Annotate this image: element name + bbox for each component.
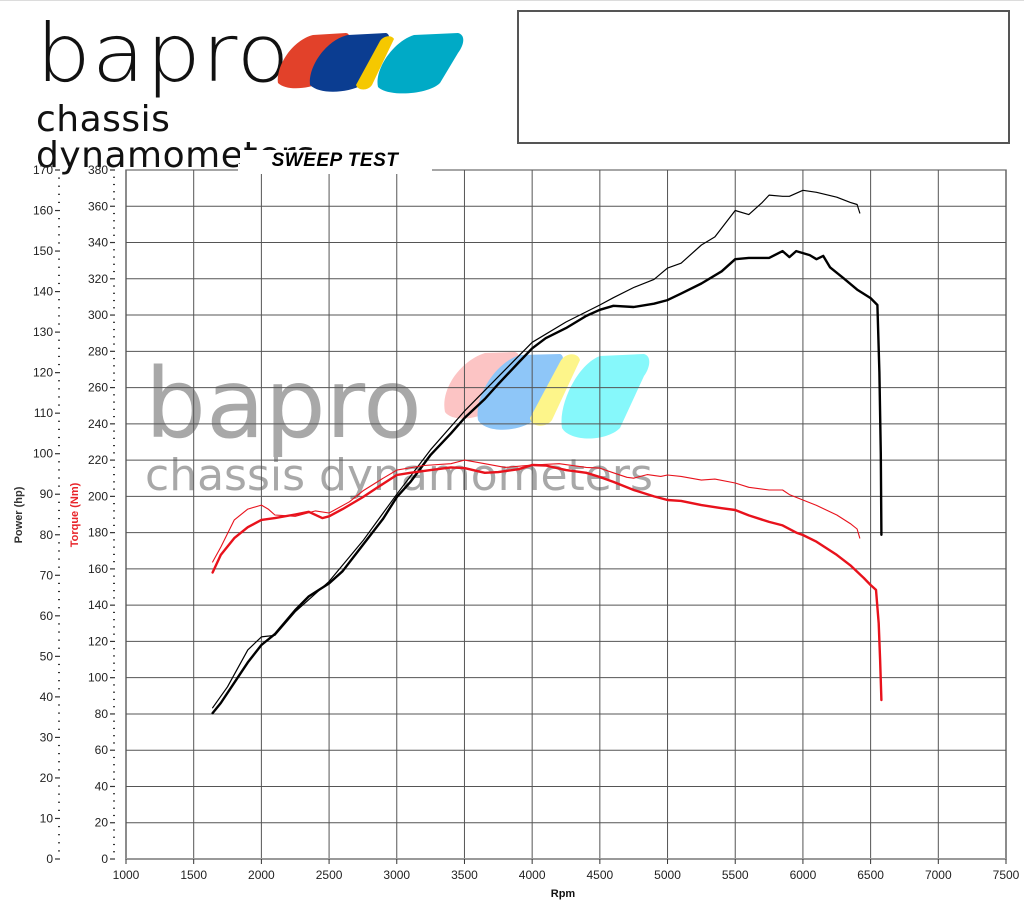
power-tick-label: 70 xyxy=(40,568,54,582)
rpm-tick-label: 6500 xyxy=(857,868,884,882)
watermark-brand: bapro xyxy=(145,348,422,460)
series-line-3 xyxy=(212,459,861,563)
torque-tick-label: 220 xyxy=(88,453,108,467)
watermark-swatch-icon xyxy=(561,354,650,439)
torque-tick-label: 80 xyxy=(95,707,109,721)
brand-color-strokes-icon xyxy=(277,33,464,94)
power-axis: 0 10 20 30 40 50 60 70 80 90 100 110 120 130 140 150 160… xyxy=(33,163,60,866)
power-tick-label: 20 xyxy=(40,771,54,785)
power-tick-label: 120 xyxy=(33,366,53,380)
rpm-tick-label: 5500 xyxy=(722,868,749,882)
rpm-tick-label: 1500 xyxy=(180,868,207,882)
rpm-tick-label: 7500 xyxy=(993,868,1020,882)
torque-tick-label: 280 xyxy=(88,344,108,358)
torque-tick-label: 240 xyxy=(88,417,108,431)
torque-tick-label: 40 xyxy=(95,779,109,793)
brand-name: bapro xyxy=(36,7,291,100)
rpm-tick-label: 5000 xyxy=(654,868,681,882)
power-tick-label: 60 xyxy=(40,609,54,623)
series-line-0 xyxy=(211,249,883,715)
brand-tagline: chassis dynamometers xyxy=(36,99,316,176)
rpm-tick-label: 2500 xyxy=(316,868,343,882)
torque-tick-label: 340 xyxy=(88,236,108,250)
power-tick-label: 130 xyxy=(33,325,53,339)
torque-tick-label: 320 xyxy=(88,272,108,286)
torque-tick-label: 260 xyxy=(88,381,108,395)
chart-series xyxy=(211,189,883,715)
power-tick-label: 140 xyxy=(33,285,53,299)
rpm-tick-label: 4500 xyxy=(586,868,613,882)
power-tick-label: 150 xyxy=(33,244,53,258)
power-tick-label: 80 xyxy=(40,528,54,542)
rpm-tick-label: 6000 xyxy=(790,868,817,882)
rpm-tick-label: 2000 xyxy=(248,868,275,882)
torque-tick-label: 160 xyxy=(88,562,108,576)
chart-grid xyxy=(125,164,1007,860)
power-axis-title: Power (hp) xyxy=(13,486,25,543)
torque-tick-label: 120 xyxy=(88,634,108,648)
torque-tick-label: 300 xyxy=(88,308,108,322)
series-line-1 xyxy=(212,189,861,709)
power-tick-label: 160 xyxy=(33,204,53,218)
torque-tick-label: 360 xyxy=(88,199,108,213)
power-tick-label: 40 xyxy=(40,690,54,704)
torque-tick-label: 200 xyxy=(88,489,108,503)
power-tick-label: 30 xyxy=(40,730,54,744)
rpm-tick-label: 3000 xyxy=(383,868,410,882)
chart-title: SWEEP TEST xyxy=(240,150,430,172)
torque-axis: 0 20 40 60 80 100 120 140 160 180 200 220 240 260 280 3… xyxy=(88,163,115,866)
rpm-tick-label: 1000 xyxy=(113,868,140,882)
rpm-axis: 1000 1500 2000 2500 3000 3500 4000 4500 5000 5500… xyxy=(113,859,1020,882)
brand-logo: bapro chassis dynamometers xyxy=(36,14,464,174)
rpm-tick-label: 7000 xyxy=(925,868,952,882)
series-line-2 xyxy=(211,463,883,702)
top-divider xyxy=(0,0,1024,1)
torque-tick-label: 380 xyxy=(88,163,108,177)
torque-tick-label: 140 xyxy=(88,598,108,612)
power-tick-label: 110 xyxy=(34,406,53,420)
torque-tick-label: 20 xyxy=(95,816,109,830)
watermark-swatch-icon xyxy=(477,354,563,430)
power-tick-label: 0 xyxy=(46,852,53,866)
power-tick-label: 50 xyxy=(40,649,54,663)
power-tick-label: 90 xyxy=(40,487,54,501)
rpm-tick-label: 4000 xyxy=(519,868,546,882)
torque-axis-title: Torque (Nm) xyxy=(69,482,81,547)
power-tick-label: 10 xyxy=(40,811,54,825)
watermark-swatch-icon xyxy=(530,354,580,426)
torque-tick-label: 60 xyxy=(95,743,109,757)
power-tick-label: 100 xyxy=(33,447,53,461)
rpm-tick-label: 3500 xyxy=(451,868,478,882)
report-info-box xyxy=(517,10,1010,144)
power-tick-label: 170 xyxy=(33,163,53,177)
torque-tick-label: 180 xyxy=(88,526,108,540)
x-axis-title: Rpm xyxy=(551,888,576,900)
torque-tick-label: 100 xyxy=(88,671,108,685)
torque-tick-label: 0 xyxy=(101,852,108,866)
